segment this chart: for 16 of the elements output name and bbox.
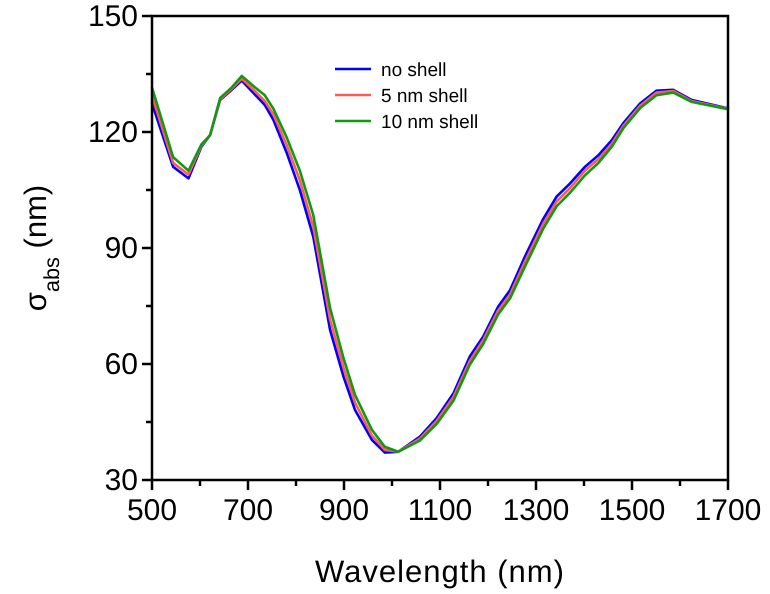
y-tick-label: 30 [104, 464, 138, 497]
legend-label: 5 nm shell [381, 86, 468, 107]
x-tick-label: 1500 [598, 494, 666, 527]
x-tick-label: 700 [222, 494, 274, 527]
y-tick-label: 60 [104, 348, 138, 381]
y-tick-label: 150 [88, 0, 138, 33]
legend-label: no shell [381, 60, 446, 81]
legend-label: 10 nm shell [381, 112, 478, 133]
y-tick-label: 90 [104, 232, 138, 265]
x-tick-label: 500 [126, 494, 178, 527]
x-tick-label: 1100 [408, 494, 472, 527]
x-tick-label: 1300 [502, 494, 570, 527]
x-tick-label: 900 [318, 494, 370, 527]
x-axis-title: Wavelength (nm) [315, 554, 565, 589]
x-tick-label: 1700 [694, 494, 762, 527]
y-tick-label: 120 [88, 116, 138, 149]
